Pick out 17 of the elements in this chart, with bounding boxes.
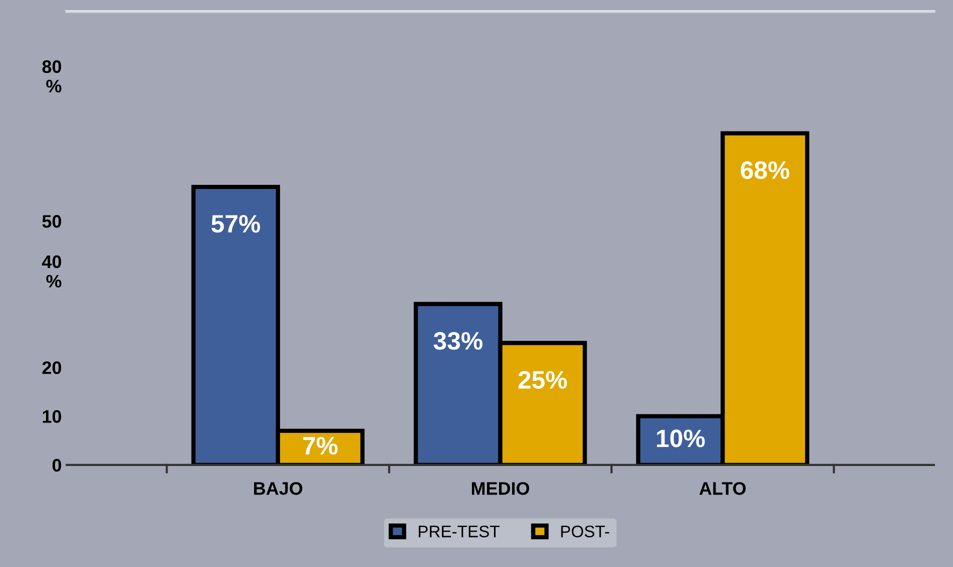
- x-tick-label: MEDIO: [472, 482, 530, 495]
- x-tick-label: ALTO: [699, 482, 746, 495]
- data-label: 33%: [434, 332, 482, 350]
- y-tick-label: 0: [52, 458, 62, 472]
- y-tick-label: 40 %: [42, 255, 62, 288]
- data-label: 68%: [740, 161, 790, 180]
- data-label: 25%: [518, 371, 567, 389]
- y-tick-label: 20: [42, 361, 62, 374]
- data-label: 57%: [211, 215, 260, 233]
- y-tick-label: 10: [42, 410, 62, 423]
- x-tick-label: BAJO: [254, 482, 302, 495]
- legend-label: POST-: [561, 526, 610, 538]
- data-label: 10%: [657, 430, 705, 448]
- y-tick-label: 50: [42, 215, 62, 228]
- data-label: 7%: [303, 436, 338, 455]
- legend-label: PRE-TEST: [418, 526, 500, 538]
- y-tick-label: 80 %: [42, 60, 62, 92]
